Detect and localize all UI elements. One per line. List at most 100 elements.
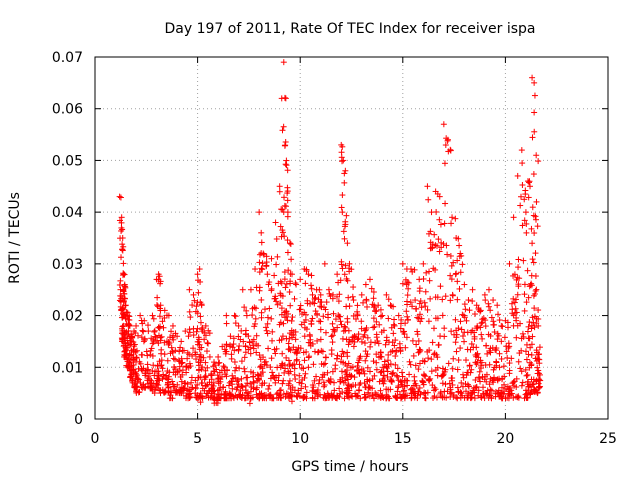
data-point [324,369,331,376]
data-point [463,357,470,364]
data-point [454,384,461,391]
data-point [287,302,294,309]
data-point [522,366,529,373]
data-point [293,281,300,288]
data-point [174,333,181,340]
data-point [531,92,538,99]
data-point [194,310,201,317]
data-point [285,357,292,364]
data-point [219,384,226,391]
data-point [319,371,326,378]
data-point [206,353,213,360]
data-point [521,196,528,203]
data-point [327,379,334,386]
data-point [193,303,200,310]
data-point [284,184,291,191]
data-point [384,368,391,375]
data-point [387,386,394,393]
x-axis-ticks: 0 5 10 15 20 25 [91,57,617,447]
data-point [302,311,309,318]
data-point [238,358,245,365]
data-point [253,349,260,356]
data-point [479,316,486,323]
data-point [297,345,304,352]
data-point [133,354,140,361]
data-point [280,123,287,130]
data-point [473,383,480,390]
data-point [490,318,497,325]
data-point [208,372,215,379]
data-point [277,300,284,307]
data-point [523,220,530,227]
data-point [506,367,513,374]
data-point [531,230,538,237]
data-point [513,309,520,316]
data-point [190,291,197,298]
data-point [463,317,470,324]
chart-title: Day 197 of 2011, Rate Of TEC Index for r… [164,21,535,37]
data-point [495,311,502,318]
data-point [380,372,387,379]
data-point [170,355,177,362]
data-point [364,334,371,341]
data-point [241,354,248,361]
data-point [513,334,520,341]
data-point [416,288,423,295]
data-point [462,388,469,395]
data-point [337,313,344,320]
data-point [247,380,254,387]
data-point [344,240,351,247]
data-point [517,193,524,200]
data-point [361,391,368,398]
data-point [229,385,236,392]
data-point [336,291,343,298]
data-point [247,344,254,351]
data-point [284,197,291,204]
data-point [239,384,246,391]
data-point [119,247,126,254]
data-point [288,256,295,263]
data-point [348,392,355,399]
data-point [415,366,422,373]
data-point [474,350,481,357]
data-point [172,356,179,363]
data-point [340,379,347,386]
data-point [511,382,518,389]
data-point [533,152,540,159]
data-point [419,378,426,385]
data-point [286,345,293,352]
data-point [263,327,270,334]
data-point [487,333,494,340]
data-point [531,305,538,312]
data-point [225,382,232,389]
data-point [263,262,270,269]
data-point [245,333,252,340]
data-point [282,95,289,102]
data-point [383,291,390,298]
data-point [330,291,337,298]
data-point [383,363,390,370]
data-point [232,313,239,320]
data-point [178,338,185,345]
data-point [416,311,423,318]
data-point [511,271,518,278]
data-point [535,376,542,383]
data-point [377,306,384,313]
data-point [529,256,536,263]
data-point [411,373,418,380]
data-point [315,380,322,387]
data-point [345,294,352,301]
data-point [444,251,451,258]
data-point [122,302,129,309]
data-point [302,383,309,390]
data-point [169,378,176,385]
data-point [349,293,356,300]
data-point [351,374,358,381]
data-point [223,373,230,380]
data-point [403,334,410,341]
data-point [190,332,197,339]
data-point [215,380,222,387]
data-point [441,368,448,375]
data-point [284,317,291,324]
data-point [463,372,470,379]
